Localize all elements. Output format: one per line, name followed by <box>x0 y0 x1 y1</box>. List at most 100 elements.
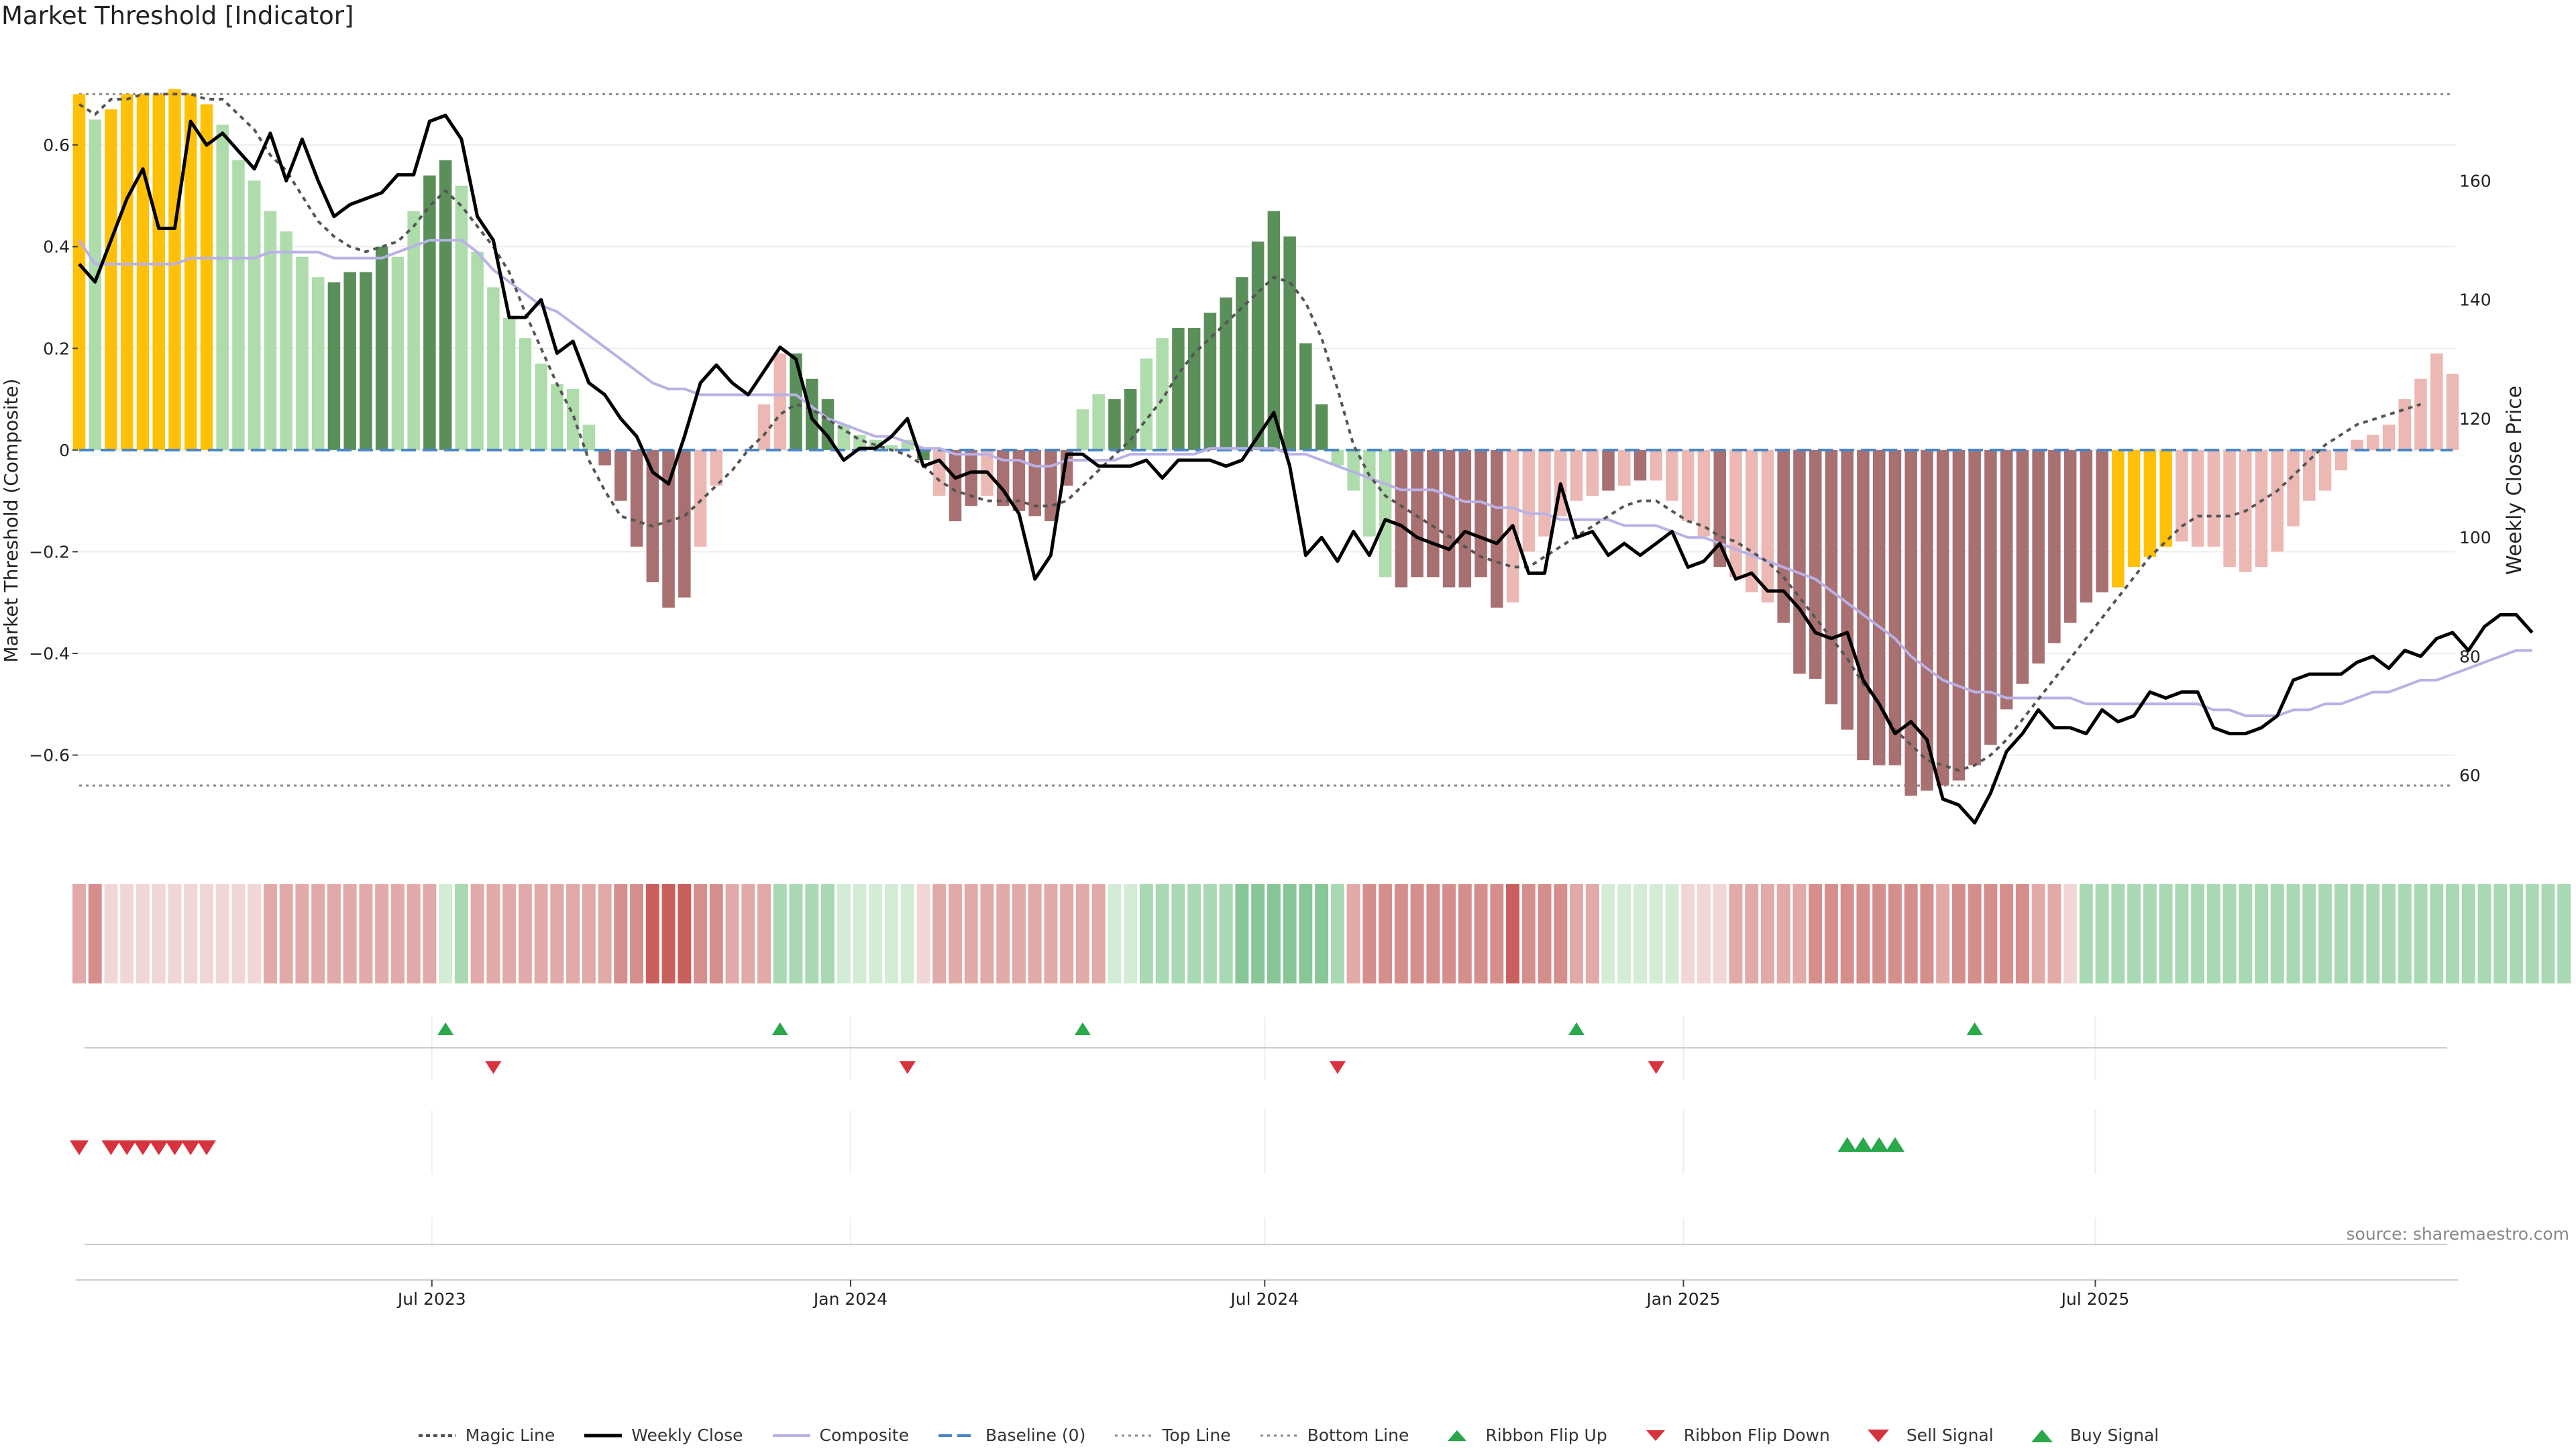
composite-bar <box>630 449 643 547</box>
ribbon-cell <box>2015 884 2029 983</box>
ribbon-cell <box>916 884 930 983</box>
ribbon-cell <box>1984 884 1998 983</box>
ribbon-cell <box>2206 884 2220 983</box>
composite-bar <box>2318 449 2332 491</box>
legend-swatch <box>2022 1428 2062 1444</box>
ribbon-cell <box>2366 884 2380 983</box>
composite-bar <box>1315 404 1328 450</box>
ribbon-cell <box>2302 884 2316 983</box>
legend-label: Buy Signal <box>2070 1426 2159 1445</box>
ribbon-cell <box>885 884 898 983</box>
composite-bar <box>1299 343 1312 450</box>
composite-bar <box>1236 277 1248 450</box>
ribbon-cell <box>1394 884 1408 983</box>
ribbon-flip-up-marker <box>437 1022 454 1035</box>
legend-label: Top Line <box>1162 1426 1231 1445</box>
y-right-tick-label: 60 <box>2459 766 2481 786</box>
composite-bar <box>1522 449 1536 552</box>
ribbon-cell <box>1362 884 1377 983</box>
ribbon-cell <box>2079 884 2093 983</box>
composite-bar <box>2032 449 2045 664</box>
ribbon-cell <box>1824 884 1838 983</box>
x-tick-label: Jul 2023 <box>396 1289 466 1309</box>
legend-swatch <box>937 1428 977 1444</box>
composite-bar <box>2430 353 2443 450</box>
composite-bar <box>965 449 977 506</box>
ribbon-cell <box>423 884 437 983</box>
ribbon-cell <box>1697 884 1711 983</box>
ribbon-cell <box>1665 884 1679 983</box>
composite-bar <box>1809 449 1822 679</box>
composite-bar <box>2176 449 2188 542</box>
composite-bar <box>439 160 452 450</box>
ribbon-cell <box>949 884 962 983</box>
composite-bar <box>1092 394 1105 450</box>
sell-signal-marker <box>133 1140 152 1155</box>
ribbon-cell <box>439 884 453 983</box>
ribbon-cell <box>486 884 500 983</box>
composite-bar <box>152 94 165 450</box>
composite-bar <box>184 94 197 450</box>
composite-bar <box>1442 449 1456 588</box>
legend-label: Baseline (0) <box>985 1426 1086 1445</box>
composite-bar <box>1952 449 1966 781</box>
composite-bar <box>949 449 962 521</box>
ribbon-cell <box>1713 884 1727 983</box>
ribbon-cell <box>390 884 405 983</box>
composite-bar <box>1347 449 1360 491</box>
legend-label: Composite <box>819 1426 909 1445</box>
legend-label: Sell Signal <box>1906 1426 1994 1445</box>
legend-label: Ribbon Flip Up <box>1485 1426 1607 1445</box>
legend-swatch <box>583 1428 623 1444</box>
y-left-tick-label: 0 <box>59 441 70 460</box>
legend-item: Buy Signal <box>2022 1426 2159 1445</box>
ribbon-cell <box>2286 884 2300 983</box>
ribbon-cell <box>821 884 835 983</box>
composite-bar <box>1888 449 1902 765</box>
y-left-tick-label: −0.4 <box>29 644 70 663</box>
composite-bar <box>1187 327 1201 450</box>
ribbon-flip-up-marker <box>1074 1022 1091 1035</box>
ribbon-cell <box>104 884 118 983</box>
y-left-tick-label: 0.4 <box>43 237 70 257</box>
legend-item: Baseline (0) <box>937 1426 1085 1445</box>
ribbon-cell <box>215 884 229 983</box>
composite-bar <box>932 449 946 496</box>
chart-title: Market Threshold [Indicator] <box>1 1 354 30</box>
ribbon-cell <box>1474 884 1488 983</box>
sell-signal-marker <box>117 1140 137 1155</box>
composite-bar <box>2398 399 2412 450</box>
composite-bar <box>790 353 802 450</box>
ribbon-cell <box>661 884 676 983</box>
composite-bar <box>678 449 691 598</box>
ribbon-cell <box>1506 884 1520 983</box>
composite-bar <box>710 449 723 486</box>
ribbon-cell <box>1570 884 1583 983</box>
ribbon-cell <box>2350 884 2364 983</box>
composite-bar <box>1841 449 1854 730</box>
composite-bar <box>375 246 388 450</box>
y-right-tick-label: 140 <box>2459 290 2491 310</box>
composite-bar <box>1411 449 1424 578</box>
composite-bar <box>1761 449 1774 603</box>
ribbon-cell <box>2255 884 2269 983</box>
composite-bar <box>327 282 341 450</box>
ribbon-cell <box>614 884 628 983</box>
legend-swatch <box>1437 1428 1477 1444</box>
sell-signal-marker <box>70 1140 89 1155</box>
legend-item: Sell Signal <box>1858 1426 1994 1445</box>
ribbon-cell <box>2191 884 2205 983</box>
ribbon-flip-up-marker <box>1966 1022 1983 1035</box>
composite-bar <box>502 317 516 450</box>
composite-bar <box>1793 449 1806 674</box>
legend-swatch <box>1858 1428 1898 1444</box>
legend-label: Magic Line <box>465 1426 555 1445</box>
ribbon-cell <box>1139 884 1153 983</box>
composite-bar <box>2112 449 2125 588</box>
composite-bar <box>2127 449 2141 568</box>
composite-bar <box>821 399 835 450</box>
ribbon-cell <box>1521 884 1536 983</box>
legend-item: Ribbon Flip Up <box>1437 1426 1607 1445</box>
composite-bar <box>1124 388 1137 450</box>
ribbon-cell <box>1091 884 1106 983</box>
